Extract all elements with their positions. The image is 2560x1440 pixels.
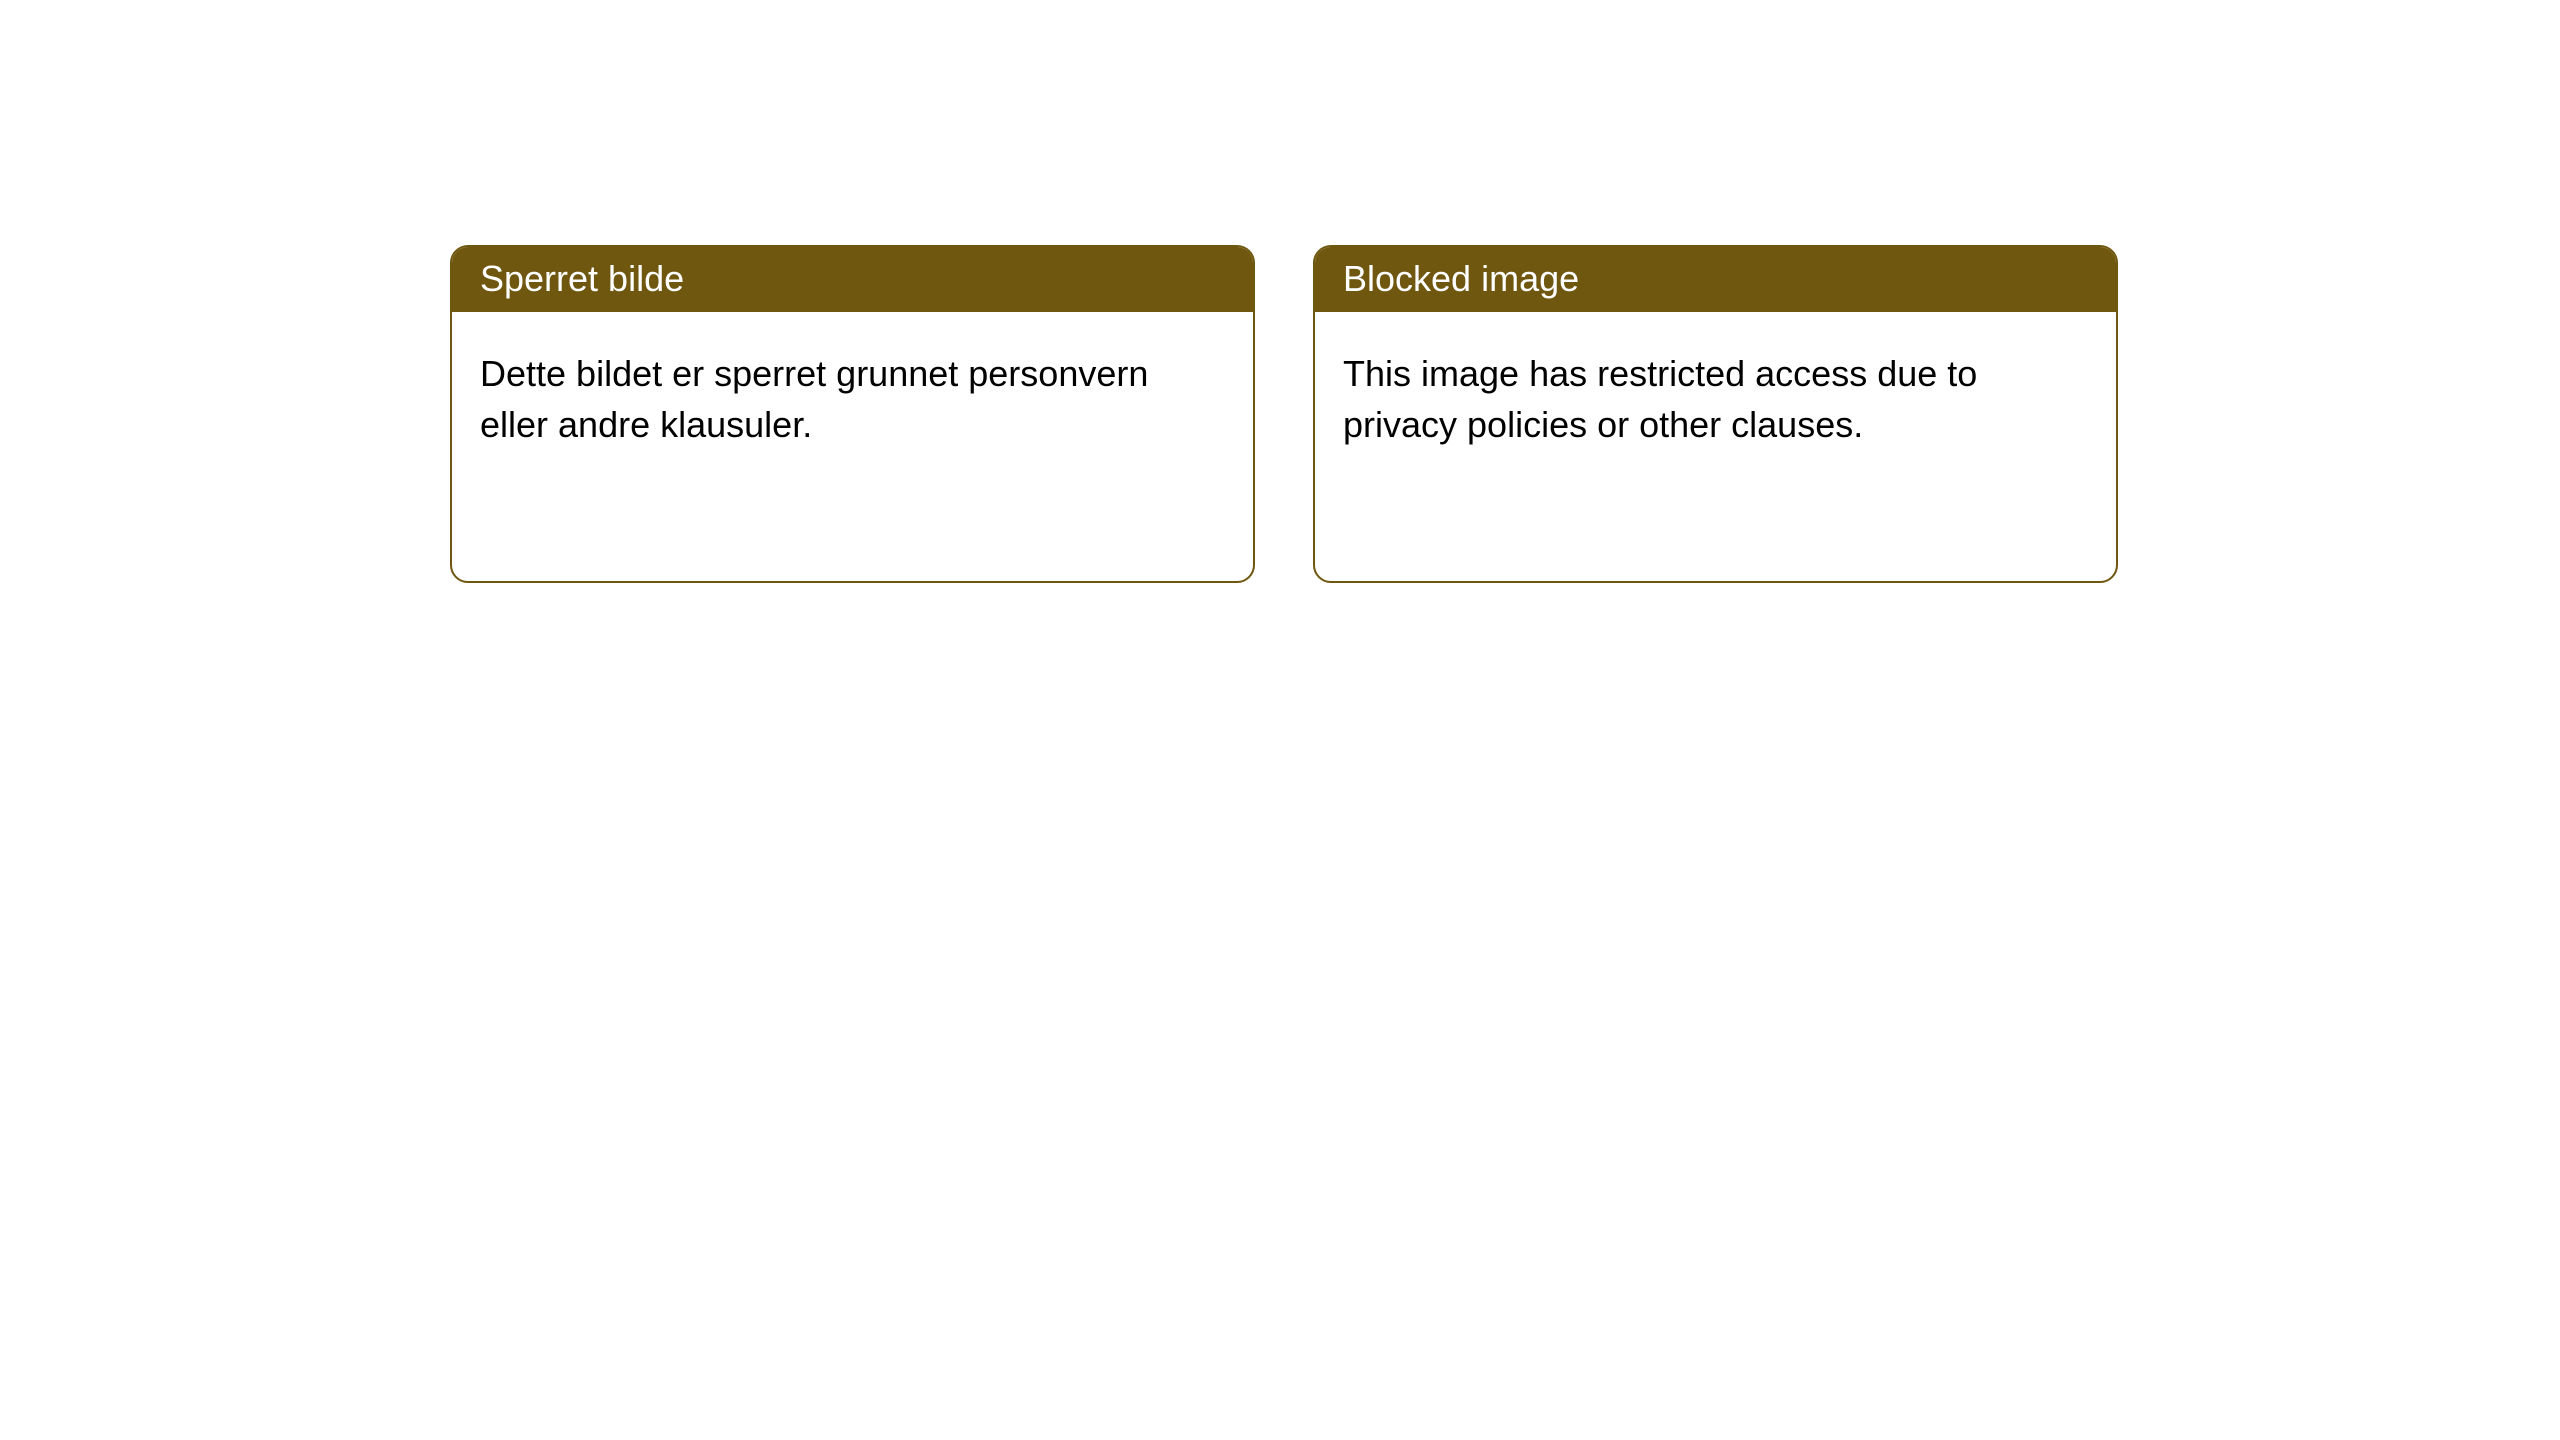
- notice-title: Sperret bilde: [480, 258, 684, 299]
- notice-header: Sperret bilde: [452, 247, 1253, 312]
- notice-card-english: Blocked image This image has restricted …: [1313, 245, 2118, 583]
- notice-header: Blocked image: [1315, 247, 2116, 312]
- notice-container: Sperret bilde Dette bildet er sperret gr…: [0, 0, 2560, 583]
- notice-card-norwegian: Sperret bilde Dette bildet er sperret gr…: [450, 245, 1255, 583]
- notice-title: Blocked image: [1343, 258, 1579, 299]
- notice-body-text: This image has restricted access due to …: [1343, 353, 1977, 445]
- notice-body: Dette bildet er sperret grunnet personve…: [452, 312, 1253, 478]
- notice-body-text: Dette bildet er sperret grunnet personve…: [480, 353, 1148, 445]
- notice-body: This image has restricted access due to …: [1315, 312, 2116, 478]
